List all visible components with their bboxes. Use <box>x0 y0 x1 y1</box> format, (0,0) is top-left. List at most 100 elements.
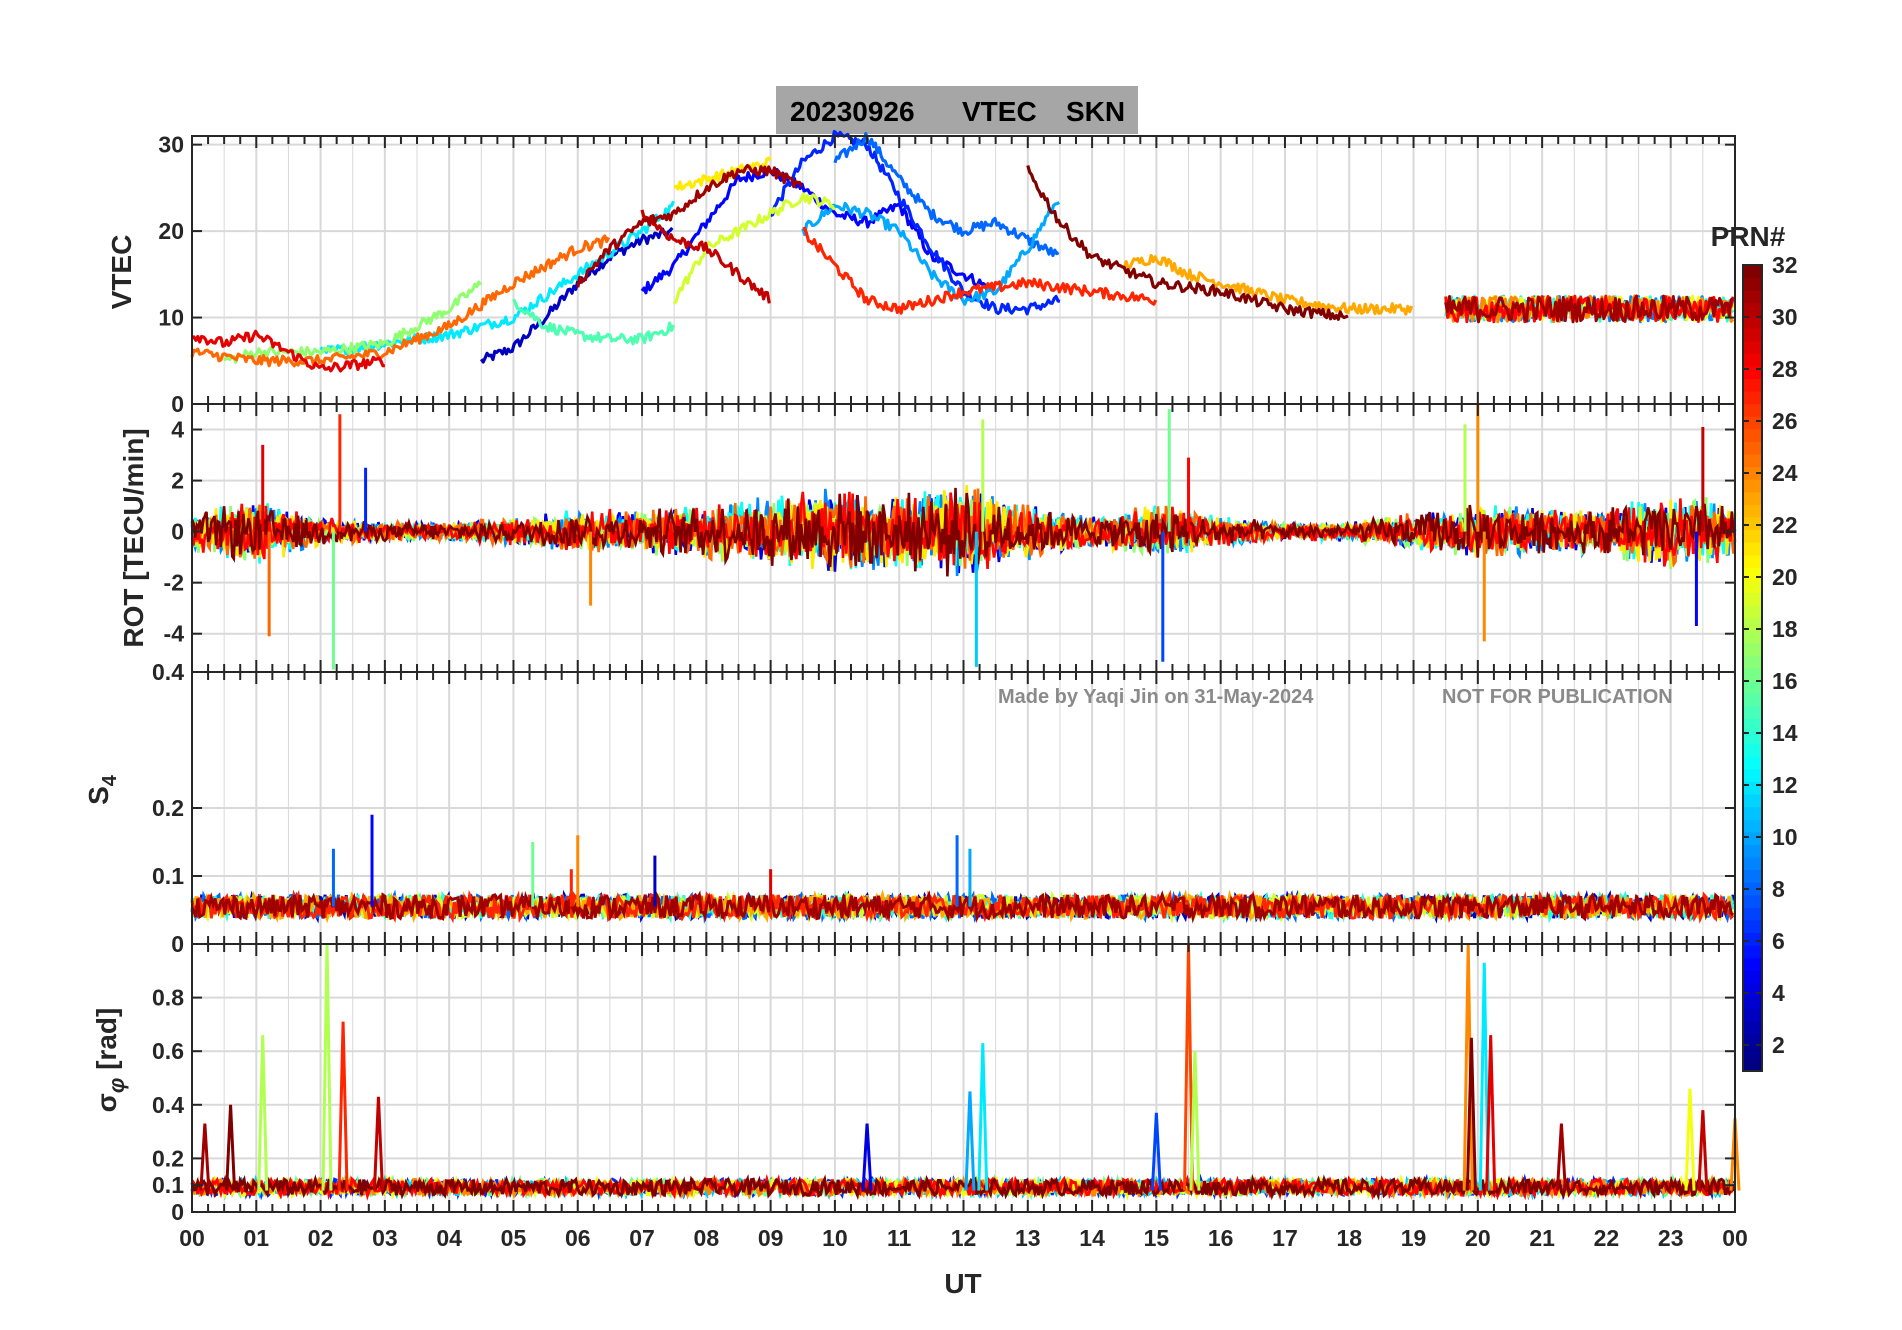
title-date: 20230926 <box>790 96 915 127</box>
vtec-late-series-prn-31 <box>1444 294 1734 324</box>
sigphi-spike <box>1684 1088 1696 1191</box>
colorbar-segment <box>1743 831 1762 845</box>
colorbar-segment <box>1743 265 1762 279</box>
x-tick-label: 22 <box>1594 1225 1620 1251</box>
sigphi-spike <box>1465 1037 1477 1191</box>
vtec-series-prn-8 <box>833 132 1060 258</box>
s4-y-tick-label: 0.1 <box>152 863 184 889</box>
colorbar-segment <box>1743 1058 1762 1072</box>
vtec-panel: 0 10 20 30 VTEC <box>106 129 1736 417</box>
colorbar-tick-label: 8 <box>1772 876 1785 902</box>
colorbar-segment <box>1743 315 1762 329</box>
colorbar-segment <box>1743 1008 1762 1022</box>
sigphi-grid <box>191 944 1736 1213</box>
colorbar-segment <box>1743 504 1762 518</box>
colorbar-tick-label: 22 <box>1772 512 1798 538</box>
colorbar-segment <box>1743 630 1762 644</box>
vtec-series-prn-6 <box>769 129 1061 316</box>
title-product: VTEC <box>962 96 1037 127</box>
colorbar-segment <box>1743 579 1762 594</box>
x-tick-label: 10 <box>822 1225 848 1251</box>
sigphi-axes: 00.10.2 0.4 0.6 0.8 <box>152 943 1736 1225</box>
colorbar-segment <box>1743 353 1762 367</box>
rot-y-tick-label: 4 <box>171 417 184 443</box>
colorbar-tick-label: 32 <box>1772 252 1798 278</box>
x-tick-label: 19 <box>1401 1225 1427 1251</box>
colorbar-tick-label: 4 <box>1772 980 1785 1006</box>
colorbar-segment <box>1743 340 1762 354</box>
colorbar-segment <box>1743 567 1762 581</box>
vtec-series-prn-12 <box>319 200 675 356</box>
vtec-y-tick-label: 0 <box>171 391 184 417</box>
colorbar-tick-label: 20 <box>1772 564 1798 590</box>
s4-plot-area <box>190 814 1735 924</box>
sigphi-spike <box>257 1035 269 1191</box>
colorbar-segment <box>1743 856 1762 871</box>
colorbar-segment <box>1743 668 1762 682</box>
colorbar-tick-label: 14 <box>1772 720 1798 746</box>
rot-y-tick-label: 0 <box>171 519 184 545</box>
colorbar-tick-label: 18 <box>1772 616 1798 642</box>
sigphi-y-tick-label: 0 <box>171 1199 184 1225</box>
colorbar-segment <box>1743 592 1762 606</box>
x-tick-label: 06 <box>565 1225 591 1251</box>
vtec-series-prn-29 <box>191 329 385 373</box>
colorbar-segment <box>1743 1033 1762 1047</box>
x-tick-label: 16 <box>1208 1225 1234 1251</box>
sigphi-spike <box>964 1091 976 1191</box>
x-tick-label: 20 <box>1465 1225 1491 1251</box>
colorbar-segment <box>1743 957 1762 971</box>
colorbar-segment <box>1743 819 1762 833</box>
sigphi-spike <box>1485 1035 1497 1191</box>
colorbar-tick-label: 12 <box>1772 772 1798 798</box>
colorbar-tick-label: 26 <box>1772 408 1798 434</box>
x-tick-label: 12 <box>951 1225 977 1251</box>
colorbar-segment <box>1743 970 1762 984</box>
colorbar-segment <box>1743 907 1762 921</box>
colorbar-segment <box>1743 1045 1762 1060</box>
watermark-credit: Made by Yaqi Jin on 31-May-2024 <box>998 686 1314 708</box>
colorbar-tick-label: 24 <box>1772 460 1798 486</box>
x-axis-label: UT <box>944 1268 981 1299</box>
colorbar-segment <box>1743 844 1762 858</box>
watermark-notice: NOT FOR PUBLICATION <box>1442 686 1673 708</box>
colorbar-segment <box>1743 680 1762 694</box>
x-tick-label: 11 <box>887 1225 912 1251</box>
x-tick-label: 03 <box>372 1225 398 1251</box>
x-tick-label: 15 <box>1144 1225 1170 1251</box>
x-tick-label: 07 <box>629 1225 655 1251</box>
colorbar-segment <box>1743 403 1762 417</box>
colorbar-segment <box>1743 919 1762 934</box>
colorbar-segment <box>1743 781 1762 795</box>
colorbar-segment <box>1743 617 1762 631</box>
colorbar-segment <box>1743 932 1762 946</box>
colorbar-tick-label: 28 <box>1772 356 1798 382</box>
sigphi-y-tick-label: 0.2 <box>152 1145 184 1171</box>
colorbar-segment <box>1743 516 1762 531</box>
x-tick-label: 18 <box>1336 1225 1362 1251</box>
colorbar-segment <box>1743 290 1762 304</box>
sigphi-spike <box>337 1021 349 1191</box>
vtec-y-tick-label: 20 <box>158 218 184 244</box>
colorbar-segment <box>1743 730 1762 745</box>
rot-y-tick-label: -4 <box>164 621 185 647</box>
title-box: 20230926 VTEC SKN <box>776 86 1138 134</box>
vtec-series-prn-30 <box>640 209 771 304</box>
colorbar-segment <box>1743 605 1762 619</box>
colorbar-segment <box>1743 869 1762 883</box>
sigphi-ylabel-text: σφ [rad] <box>91 1008 129 1113</box>
sigphi-panel: 00.10.2 0.4 0.6 0.8 σφ [rad] <box>91 943 1741 1225</box>
x-tick-label: 14 <box>1079 1225 1105 1251</box>
rot-plot-area <box>190 404 1737 670</box>
s4-y-tick-label: 0 <box>171 931 184 957</box>
x-tick-label: 09 <box>758 1225 784 1251</box>
colorbar-tick-label: 30 <box>1772 304 1798 330</box>
vtec-grid <box>191 136 1736 405</box>
colorbar-segment <box>1743 793 1762 808</box>
colorbar-segment <box>1743 529 1762 543</box>
vtec-axes: 0 10 20 30 <box>158 132 1736 417</box>
sigphi-spike <box>321 943 333 1191</box>
colorbar-segment <box>1743 378 1762 392</box>
colorbar-segment <box>1743 756 1762 770</box>
